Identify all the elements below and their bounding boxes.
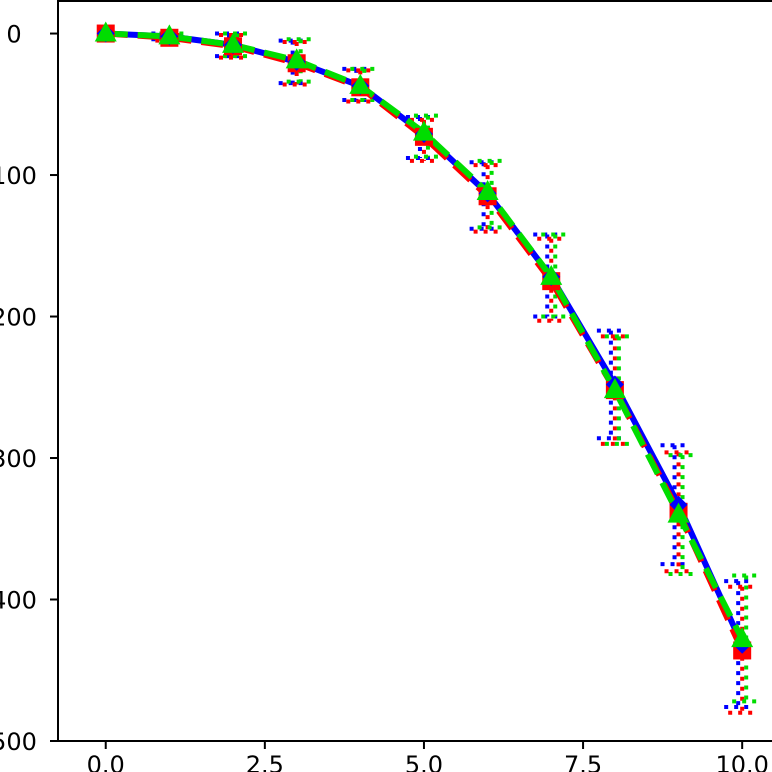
x-tick-label: 5.0 [405,751,443,772]
data-point [667,502,690,523]
y-tick-label: 200 [0,304,37,332]
x-tick-label: 0.0 [87,751,125,772]
data-point [285,48,308,69]
x-tick-label: 10.0 [715,751,768,772]
data-point [158,24,181,45]
y-axis-ticks: 0 100 200 300 400 500 [0,21,58,756]
y-tick-label: 0 [6,21,21,49]
data-point [412,120,435,141]
data-point [731,627,754,648]
y-tick-label: 300 [0,445,37,473]
x-tick-label: 7.5 [564,751,602,772]
y-tick-label: 100 [0,162,37,190]
data-point [94,21,117,42]
x-axis-ticks: 0.0 2.5 5.0 7.5 10.0 [87,741,769,772]
data-point [540,264,563,285]
y-tick-label: 500 [0,728,37,756]
data-point [349,73,372,94]
data-point [476,180,499,201]
series-markers [94,21,754,660]
data-point [603,378,626,399]
x-tick-label: 2.5 [246,751,284,772]
plot-area [57,0,772,742]
data-point [222,32,245,53]
y-tick-label: 400 [0,587,37,615]
